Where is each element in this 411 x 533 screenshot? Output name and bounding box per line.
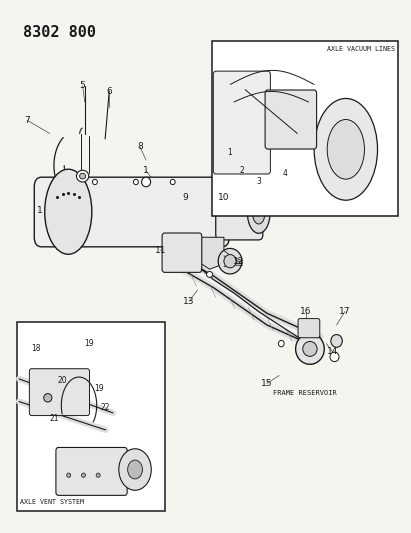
- Ellipse shape: [278, 341, 284, 347]
- Ellipse shape: [224, 255, 236, 268]
- Text: AXLE VENT SYSTEM: AXLE VENT SYSTEM: [21, 499, 84, 505]
- Text: 6: 6: [106, 86, 112, 95]
- FancyBboxPatch shape: [56, 448, 127, 495]
- Text: 15: 15: [261, 379, 272, 388]
- Bar: [212, 41, 398, 216]
- Polygon shape: [201, 237, 224, 269]
- Ellipse shape: [67, 473, 71, 478]
- Ellipse shape: [96, 473, 100, 478]
- Text: 1: 1: [228, 148, 233, 157]
- FancyBboxPatch shape: [213, 71, 270, 174]
- FancyBboxPatch shape: [298, 319, 320, 338]
- FancyBboxPatch shape: [265, 90, 316, 149]
- Ellipse shape: [76, 170, 89, 182]
- Ellipse shape: [218, 248, 242, 274]
- Text: 22: 22: [100, 403, 110, 412]
- Ellipse shape: [128, 460, 143, 479]
- Ellipse shape: [247, 193, 270, 233]
- Text: 5: 5: [80, 81, 85, 90]
- Ellipse shape: [330, 352, 339, 362]
- Text: 21: 21: [49, 414, 59, 423]
- Ellipse shape: [81, 473, 85, 478]
- Ellipse shape: [134, 179, 139, 184]
- Ellipse shape: [170, 179, 175, 184]
- Text: FRAME RESERVOIR: FRAME RESERVOIR: [273, 390, 337, 396]
- Text: 16: 16: [300, 307, 312, 316]
- Text: 20: 20: [57, 376, 67, 385]
- Text: 19: 19: [84, 339, 94, 348]
- FancyBboxPatch shape: [162, 233, 202, 272]
- Text: 9: 9: [182, 193, 188, 202]
- Text: 4: 4: [283, 169, 288, 178]
- Text: 1: 1: [143, 166, 149, 175]
- Text: 7: 7: [24, 116, 30, 125]
- Ellipse shape: [314, 99, 378, 200]
- Ellipse shape: [80, 173, 85, 179]
- Ellipse shape: [303, 342, 317, 357]
- Text: 12: 12: [233, 257, 244, 265]
- FancyBboxPatch shape: [34, 177, 229, 247]
- Bar: [17, 322, 164, 511]
- Text: AXLE VACUUM LINES: AXLE VACUUM LINES: [327, 46, 395, 52]
- Text: 11: 11: [155, 246, 166, 255]
- Ellipse shape: [92, 179, 97, 184]
- FancyBboxPatch shape: [216, 187, 263, 240]
- Text: 18: 18: [31, 344, 40, 353]
- Ellipse shape: [44, 393, 52, 402]
- Ellipse shape: [119, 449, 151, 490]
- Text: 14: 14: [327, 347, 338, 356]
- Ellipse shape: [142, 177, 150, 187]
- Ellipse shape: [327, 119, 365, 179]
- Text: 10: 10: [218, 193, 230, 202]
- Text: 13: 13: [183, 296, 195, 305]
- Text: 8302 800: 8302 800: [23, 25, 96, 39]
- Text: 2: 2: [240, 166, 245, 175]
- Text: 3: 3: [256, 177, 261, 186]
- Ellipse shape: [45, 169, 92, 254]
- Ellipse shape: [206, 271, 212, 277]
- Ellipse shape: [331, 335, 342, 348]
- Ellipse shape: [253, 203, 265, 224]
- Text: 1: 1: [37, 206, 42, 215]
- Text: 19: 19: [94, 384, 104, 393]
- Text: 8: 8: [137, 142, 143, 151]
- Ellipse shape: [296, 334, 324, 365]
- Text: 17: 17: [339, 307, 351, 316]
- FancyBboxPatch shape: [29, 369, 90, 416]
